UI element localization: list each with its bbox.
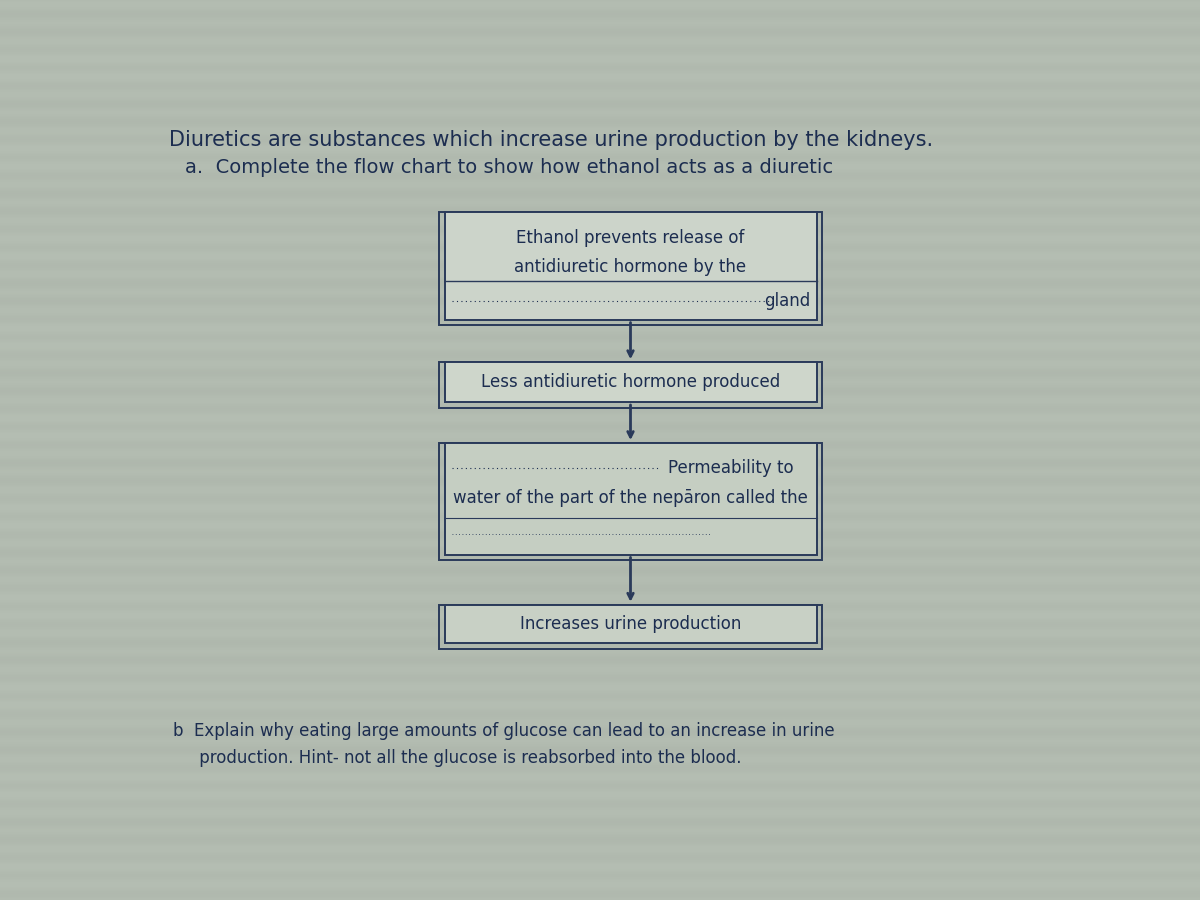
- Text: Ethanol prevents release of: Ethanol prevents release of: [516, 229, 745, 247]
- Bar: [444, 362, 816, 402]
- Text: antidiuretic hormone by the: antidiuretic hormone by the: [515, 258, 746, 276]
- Bar: [439, 443, 822, 560]
- Text: production. Hint- not all the glucose is reabsorbed into the blood.: production. Hint- not all the glucose is…: [173, 750, 742, 768]
- Text: Increases urine production: Increases urine production: [520, 615, 742, 633]
- Bar: [444, 443, 816, 554]
- Bar: [444, 212, 816, 320]
- Bar: [439, 362, 822, 408]
- Text: b  Explain why eating large amounts of glucose can lead to an increase in urine: b Explain why eating large amounts of gl…: [173, 723, 835, 741]
- Bar: [444, 605, 816, 644]
- Text: water of the part of the nepāron called the: water of the part of the nepāron called …: [454, 490, 808, 508]
- Text: a.  Complete the flow chart to show how ethanol acts as a diuretic: a. Complete the flow chart to show how e…: [185, 158, 833, 177]
- Bar: [439, 212, 822, 325]
- Text: Diuretics are substances which increase urine production by the kidneys.: Diuretics are substances which increase …: [169, 130, 934, 149]
- Text: gland: gland: [764, 292, 810, 310]
- Text: Permeability to: Permeability to: [667, 459, 793, 477]
- Bar: [439, 605, 822, 649]
- Text: Less antidiuretic hormone produced: Less antidiuretic hormone produced: [481, 374, 780, 392]
